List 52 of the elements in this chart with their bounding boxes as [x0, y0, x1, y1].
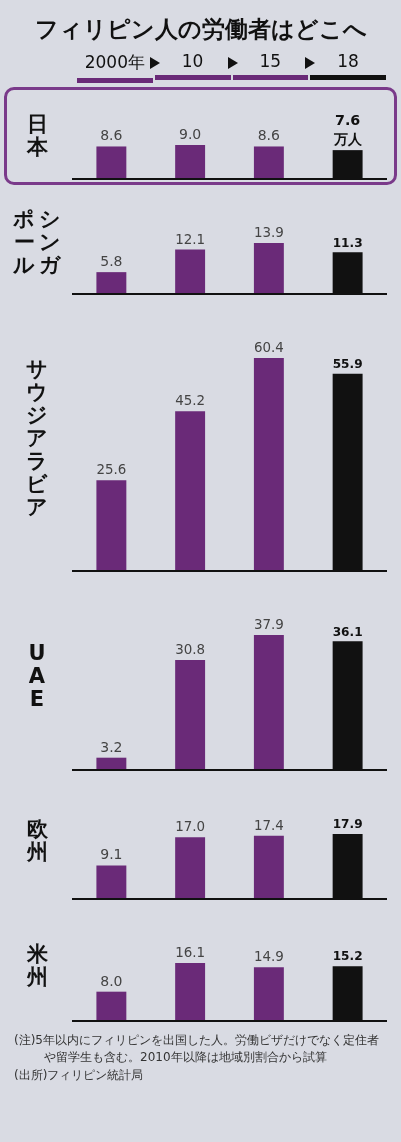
- bar: [253, 243, 284, 293]
- bar: [175, 963, 206, 1021]
- data-label: 8.0: [100, 973, 123, 990]
- data-label: 60.4: [253, 340, 284, 356]
- bar: [175, 411, 206, 570]
- category-label: 10: [181, 51, 204, 71]
- data-label: 14.9: [253, 949, 284, 965]
- y-axis-title: UAE: [28, 641, 46, 712]
- data-label: 8.6: [257, 127, 281, 144]
- category-label: 2000年: [84, 52, 145, 72]
- data-label: 15.2: [332, 949, 363, 964]
- y-axis-title: 欧州: [26, 816, 48, 864]
- data-label: 16.1: [175, 945, 206, 961]
- data-label: 55.9: [332, 357, 363, 372]
- data-label: 9.1: [100, 846, 123, 863]
- text: (注)5年以内にフィリピンを出国した人。労働ビザだけでなく定住者や留学生も含む。2010年以降は地域別割合から試算: [14, 1031, 380, 1067]
- data-label: 45.2: [175, 393, 206, 409]
- data-label: 7.6 万人: [332, 112, 363, 147]
- bar: [253, 358, 284, 570]
- data-label: 8.6: [100, 127, 123, 144]
- data-label: 30.8: [175, 642, 206, 658]
- bar: [253, 635, 284, 770]
- data-label: 9.0: [178, 126, 202, 142]
- bar: [96, 272, 127, 293]
- bar: [175, 837, 206, 899]
- y-axis-title: 日本: [26, 111, 48, 160]
- bar: [175, 249, 206, 293]
- category-label: 18: [337, 51, 359, 71]
- bar: [96, 758, 127, 770]
- data-label: 25.6: [96, 462, 127, 478]
- text: (出所)フィリピン統計局: [14, 1066, 145, 1084]
- data-label: 37.9: [253, 617, 284, 633]
- data-label: 17.0: [175, 819, 206, 835]
- y-axis-title: サウジアラビア: [26, 356, 48, 520]
- bar: [96, 992, 127, 1021]
- bar: [96, 865, 127, 899]
- category-label: 15: [259, 51, 282, 71]
- data-label: 17.9: [332, 817, 363, 832]
- data-label: 3.2: [100, 739, 123, 756]
- data-label: 11.3: [332, 235, 363, 250]
- bar: [253, 836, 284, 899]
- y-axis-title: シンガポール: [13, 206, 61, 278]
- y-axis-title: 米州: [26, 942, 48, 990]
- data-label: 12.1: [175, 231, 206, 247]
- data-label: 17.4: [253, 818, 284, 834]
- data-label: 36.1: [332, 624, 363, 639]
- bar: [96, 480, 127, 570]
- data-label: 5.8: [100, 253, 123, 270]
- data-label: 13.9: [253, 225, 284, 241]
- bar: [175, 660, 206, 770]
- chart-title: フィリピン人の労働者はどこへ: [33, 15, 368, 44]
- bar: [253, 967, 284, 1021]
